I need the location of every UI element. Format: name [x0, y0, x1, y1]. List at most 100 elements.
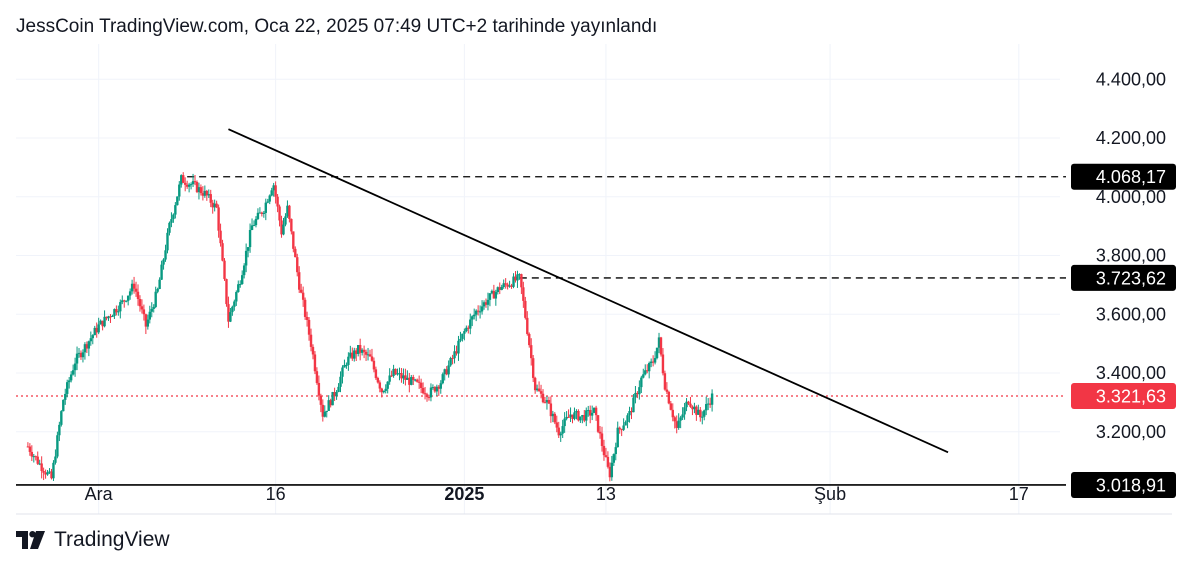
candle-body — [162, 259, 165, 265]
candle-body — [292, 231, 295, 249]
candle-body — [573, 412, 576, 419]
candle-body — [508, 285, 511, 287]
candle-body — [703, 410, 706, 417]
price-badge — [1071, 163, 1176, 190]
candle-body — [535, 388, 539, 391]
candle-body — [48, 471, 51, 473]
candle-body — [559, 433, 562, 436]
candle-body — [659, 337, 663, 355]
candle-body — [242, 265, 246, 276]
y-tick-label: 4.400,00 — [1096, 69, 1166, 89]
candle-body — [583, 415, 586, 421]
candle-body — [152, 306, 155, 309]
chart-header-title: JessCoin TradingView.com, Oca 22, 2025 0… — [16, 16, 658, 37]
candle-body — [443, 369, 446, 375]
candle-body — [677, 420, 680, 428]
candle-body — [91, 335, 94, 339]
candle-body — [390, 375, 393, 377]
candle-body — [174, 205, 177, 215]
candle-body — [482, 302, 486, 307]
candle-body — [44, 472, 47, 475]
candle-body — [142, 309, 146, 315]
candle-body — [685, 401, 688, 408]
candle-body — [689, 403, 692, 407]
candle-body — [461, 333, 464, 339]
candle-body — [109, 316, 112, 318]
candle-body — [128, 291, 132, 296]
candle-body — [642, 374, 645, 378]
trendline-group — [228, 128, 949, 454]
candle-body — [299, 289, 303, 293]
candle-body — [319, 395, 323, 405]
candle-body — [67, 380, 71, 383]
candle-body — [69, 374, 73, 381]
candle-body — [182, 175, 185, 183]
candle-body — [50, 471, 53, 479]
candle-body — [500, 286, 503, 290]
y-tick-label: 3.600,00 — [1096, 304, 1166, 324]
candle-body — [463, 331, 466, 334]
candle-body — [596, 415, 600, 432]
candle-body — [451, 358, 454, 360]
candle-body — [105, 316, 108, 319]
x-tick-label: 17 — [1009, 484, 1029, 504]
candle-body — [427, 397, 431, 399]
tradingview-branding[interactable]: TradingView — [16, 528, 170, 552]
candle-body — [231, 306, 234, 313]
candle-body — [270, 190, 273, 196]
candle-body — [294, 248, 297, 258]
candle-body — [618, 427, 621, 430]
candle-body — [539, 391, 543, 394]
candle-body — [113, 309, 116, 316]
candle-body — [272, 185, 275, 191]
candle-body — [490, 290, 494, 294]
candle-body — [398, 373, 401, 375]
candle-body — [73, 363, 77, 371]
candle-body — [667, 391, 671, 404]
price-badge-label: 3.723,62 — [1096, 268, 1166, 288]
candle-body — [111, 315, 114, 317]
price-badge — [1071, 383, 1176, 410]
candle-body — [630, 411, 633, 413]
candle-body — [126, 295, 130, 301]
candle-body — [587, 410, 590, 412]
candle-body — [199, 187, 203, 194]
candle-body — [669, 403, 673, 410]
candle-body — [221, 243, 224, 261]
candle-body — [563, 418, 566, 427]
candle-body — [459, 338, 462, 341]
x-tick-label: 16 — [266, 484, 286, 504]
candle-body — [488, 293, 492, 300]
candle-body — [185, 184, 189, 187]
candle-body — [134, 288, 138, 292]
candle-body — [624, 422, 627, 426]
candle-body — [425, 394, 429, 398]
candle-body — [679, 417, 682, 421]
candle-body — [101, 320, 104, 327]
candle-body — [699, 409, 702, 418]
candle-body — [478, 311, 482, 313]
candle-body — [665, 389, 669, 392]
candle-body — [136, 291, 140, 299]
candle-body — [455, 351, 458, 354]
candle-body — [514, 276, 517, 281]
candle-body — [614, 447, 617, 455]
candle-body — [673, 417, 676, 422]
candle-body — [28, 446, 32, 452]
candle-body — [215, 203, 218, 208]
candle-body — [549, 403, 553, 417]
candle-body — [421, 387, 425, 394]
candle-body — [311, 346, 315, 355]
candle-body — [349, 352, 352, 357]
candle-body — [258, 212, 262, 214]
candle-body — [706, 403, 710, 405]
candle-body — [404, 375, 407, 380]
candle-body — [178, 184, 181, 197]
candle-body — [710, 393, 714, 405]
price-badge-label: 4.068,17 — [1096, 167, 1166, 187]
candle-body — [66, 382, 69, 394]
candle-body — [298, 272, 301, 290]
candle-body — [705, 404, 708, 411]
candle-body — [581, 415, 584, 417]
